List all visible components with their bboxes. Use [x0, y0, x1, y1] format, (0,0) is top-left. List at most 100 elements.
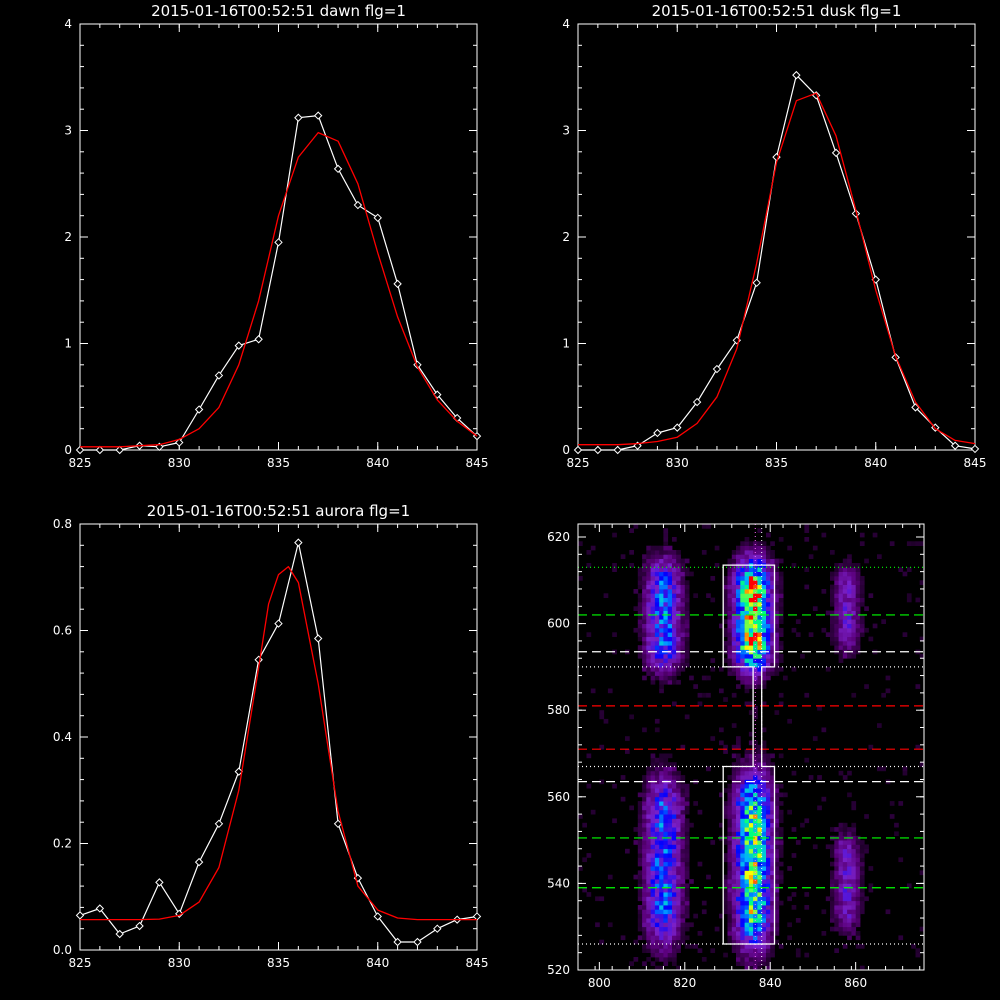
heatmap-cell	[680, 796, 686, 802]
heatmap-cell	[650, 593, 656, 598]
heatmap-cell	[684, 597, 690, 603]
heatmap-cell	[740, 606, 745, 611]
heatmap-cell	[778, 818, 784, 824]
heatmap-cell	[680, 783, 686, 789]
heatmap-cell	[804, 524, 810, 529]
heatmap-cell	[667, 805, 673, 811]
data-point-marker	[313, 634, 323, 643]
heatmap-cell	[766, 766, 771, 772]
heatmap-cell	[761, 818, 767, 824]
heatmap-cell	[727, 913, 733, 919]
heatmap-cell	[859, 619, 865, 624]
heatmap-cell	[693, 801, 698, 806]
heatmap-cell	[731, 874, 737, 880]
heatmap-cell	[714, 926, 720, 932]
heatmap-cell	[851, 567, 857, 572]
heatmap-cell	[684, 580, 690, 585]
heatmap-cell	[778, 848, 784, 854]
heatmap-cell	[757, 913, 763, 919]
heatmap-cell	[672, 537, 677, 542]
heatmap-cell	[740, 900, 745, 906]
heatmap-cell	[740, 844, 745, 850]
heatmap-cell	[757, 658, 763, 663]
heatmap-cell	[727, 589, 733, 594]
heatmap-cell	[902, 632, 908, 637]
heatmap-cell	[847, 896, 852, 902]
heatmap-cell	[637, 870, 643, 876]
heatmap-cell	[778, 783, 784, 789]
heatmap-cell	[851, 597, 857, 603]
heatmap-cell	[766, 870, 771, 876]
heatmap-cell	[834, 606, 839, 611]
heatmap-cell	[659, 792, 664, 798]
heatmap-cell	[599, 896, 605, 902]
heatmap-cell	[731, 775, 737, 780]
heatmap-cell	[672, 558, 677, 564]
heatmap-cell	[753, 844, 758, 850]
heatmap-cell	[736, 961, 741, 966]
heatmap-cell	[663, 636, 669, 642]
heatmap-cell	[838, 627, 844, 633]
heatmap-cell	[761, 766, 767, 772]
heatmap-cell	[659, 926, 664, 932]
heatmap-cell	[753, 541, 758, 546]
heatmap-cell	[740, 948, 745, 953]
heatmap-cell	[748, 775, 754, 780]
heatmap-cell	[731, 909, 737, 915]
heatmap-cell	[736, 567, 741, 572]
heatmap-cell	[851, 614, 857, 620]
heatmap-cell	[753, 749, 758, 754]
heatmap-cell	[731, 770, 737, 776]
heatmap-cell	[731, 822, 737, 828]
x-tick-label: 800	[588, 976, 611, 990]
heatmap-cell	[761, 770, 767, 776]
heatmap-cell	[731, 935, 737, 941]
heatmap-cell	[770, 805, 775, 811]
heatmap-cell	[804, 528, 810, 533]
heatmap-cell	[663, 584, 669, 590]
heatmap-cell	[817, 775, 822, 780]
heatmap-cell	[744, 931, 750, 936]
heatmap-cell	[710, 597, 716, 603]
heatmap-cell	[757, 558, 763, 564]
heatmap-cell	[659, 883, 664, 889]
heatmap-cell	[672, 814, 677, 819]
heatmap-cell	[642, 640, 647, 646]
heatmap-cell	[659, 653, 664, 659]
heatmap-cell	[770, 584, 775, 590]
heatmap-cell	[740, 619, 745, 624]
heatmap-cell	[761, 762, 767, 767]
heatmap-cell	[812, 545, 818, 551]
heatmap-cell	[804, 537, 810, 542]
heatmap-cell	[889, 814, 895, 819]
heatmap-cell	[842, 857, 848, 863]
heatmap-cell	[727, 593, 733, 598]
heatmap-cell	[902, 766, 908, 772]
heatmap-cell	[736, 666, 741, 672]
heatmap-cell	[838, 909, 844, 915]
heatmap-cell	[650, 606, 656, 611]
heatmap-cell	[650, 679, 656, 685]
heatmap-cell	[731, 658, 737, 663]
heatmap-cell	[868, 887, 874, 893]
heatmap-cell	[804, 952, 810, 958]
heatmap-cell	[684, 818, 690, 824]
heatmap-cell	[659, 827, 664, 832]
heatmap-cell	[723, 627, 728, 633]
heatmap-cell	[676, 857, 681, 863]
heatmap-cell	[680, 589, 686, 594]
heatmap-cell	[654, 796, 660, 802]
heatmap-cell	[774, 606, 780, 611]
heatmap-cell	[744, 762, 750, 767]
heatmap-cell	[830, 589, 835, 594]
heatmap-cell	[740, 918, 745, 923]
heatmap-cell	[650, 597, 656, 603]
heatmap-cell	[663, 801, 669, 806]
heatmap-cell	[637, 623, 643, 629]
heatmap-cell	[766, 550, 771, 555]
heatmap-cell	[834, 948, 839, 953]
heatmap-cell	[680, 563, 686, 568]
heatmap-cell	[744, 892, 750, 897]
heatmap-cell	[770, 905, 775, 910]
